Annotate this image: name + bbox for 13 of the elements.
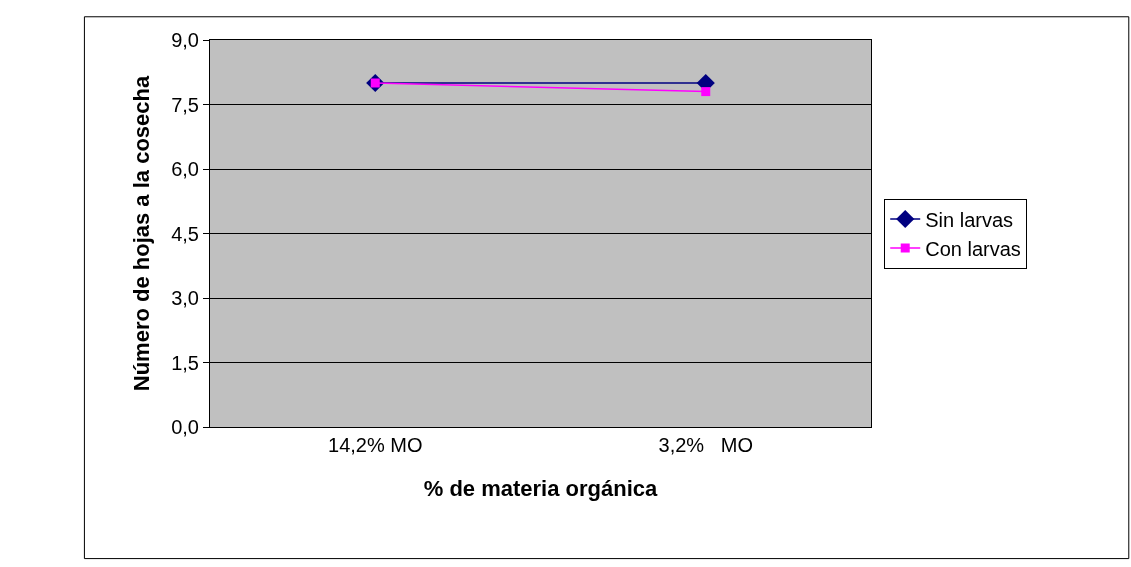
x-tick-label: 14,2% MO (328, 434, 423, 456)
y-axis-title: Número de hojas a la cosecha (128, 75, 154, 392)
x-tick-label: 3,2% MO (658, 434, 753, 456)
y-tick-label: 4,5 (171, 222, 199, 245)
y-tick-label: 9,0 (171, 29, 199, 51)
legend-label: Sin larvas (925, 208, 1014, 231)
y-tick-label: 1,5 (171, 351, 199, 374)
x-axis-title: % de materia orgánica (423, 475, 659, 501)
y-tick-label: 3,0 (171, 287, 199, 309)
y-tick-label: 6,0 (171, 158, 199, 180)
y-tick-label: 7,5 (171, 93, 199, 116)
y-tick-label: 0,0 (171, 416, 199, 438)
legend-label: Con larvas (925, 237, 1021, 260)
